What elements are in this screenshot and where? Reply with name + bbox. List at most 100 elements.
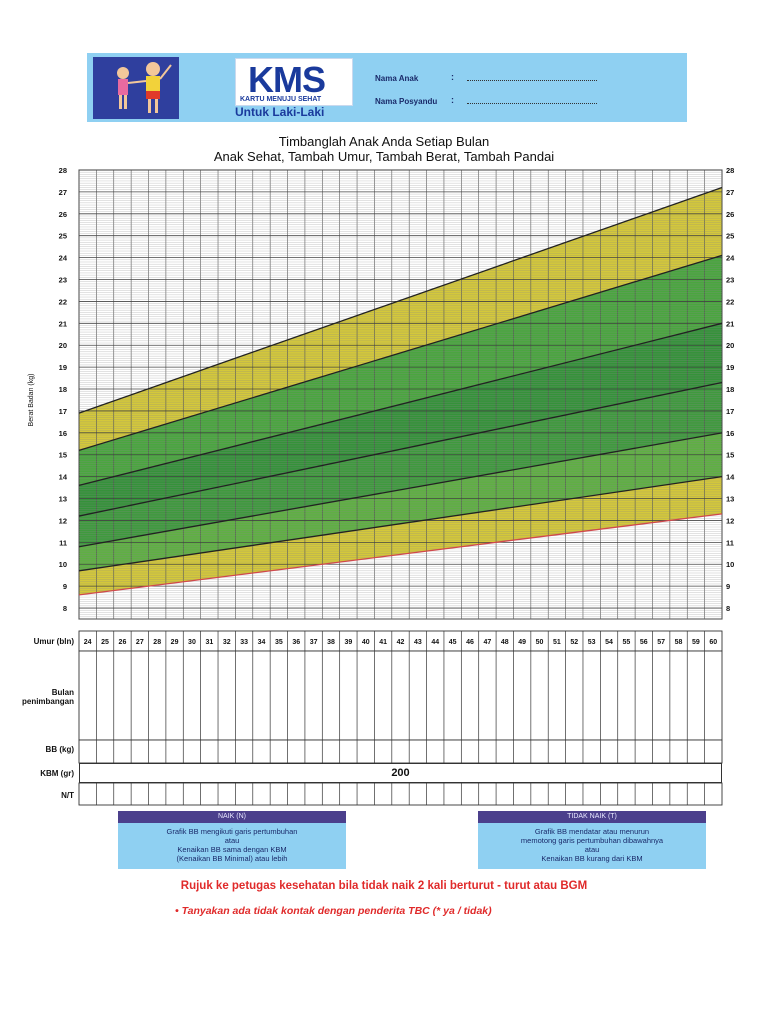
x-tick-label: 60 [709, 639, 717, 646]
y-tick-left: 9 [63, 582, 67, 591]
table-row-4 [78, 782, 723, 806]
y-tick-left: 21 [59, 319, 67, 328]
y-tick-left: 12 [59, 516, 67, 525]
x-tick-label: 29 [171, 639, 179, 646]
child-name-field[interactable] [467, 80, 597, 81]
posyandu-name-field[interactable] [467, 103, 597, 104]
x-tick-label: 46 [466, 639, 474, 646]
chart-title: Timbanglah Anak Anda Setiap Bulan [278, 134, 490, 149]
x-tick-label: 45 [449, 639, 457, 646]
y-axis-label: Berat Badan (kg) [28, 374, 35, 427]
growth-line-3 [78, 432, 723, 548]
posyandu-name-colon: : [451, 95, 454, 105]
y-tick-right: 18 [726, 385, 734, 394]
x-tick-label: 47 [483, 639, 491, 646]
kbm-row-label: KBM (gr) [40, 769, 74, 778]
gender-label: Untuk Laki-Laki [235, 105, 325, 119]
x-tick-label: 53 [588, 639, 596, 646]
y-tick-left: 11 [59, 538, 67, 547]
x-tick-label: 55 [623, 639, 631, 646]
x-tick-label: 28 [153, 639, 161, 646]
bb-row-label: BB (kg) [45, 745, 74, 754]
growth-band-3 [79, 382, 722, 547]
y-tick-right: 15 [726, 451, 734, 460]
legend-naik-line4: (Kenaikan BB Minimal) atau lebih [176, 854, 288, 863]
y-tick-right: 9 [726, 582, 730, 591]
children-illustration [93, 57, 179, 119]
x-tick-label: 24 [84, 639, 92, 646]
x-tick-label: 36 [292, 639, 300, 646]
legend-tidak-naik-line2: memotong garis pertumbuhan dibawahnya [520, 836, 664, 845]
y-tick-right: 8 [726, 604, 730, 613]
y-tick-left: 26 [59, 210, 67, 219]
growth-line-1 [78, 513, 723, 596]
x-tick-label: 56 [640, 639, 648, 646]
x-tick-label: 42 [397, 639, 405, 646]
growth-band-5 [79, 255, 722, 486]
x-tick-label: 27 [136, 639, 144, 646]
x-tick-label: 37 [310, 639, 318, 646]
legend-naik-line2: atau [224, 836, 240, 845]
growth-line-7 [78, 186, 723, 414]
legend-naik-title: NAIK (N) [118, 811, 346, 823]
legend-naik: NAIK (N) Grafik BB mengikuti garis pertu… [118, 811, 346, 869]
chart-subtitle: Anak Sehat, Tambah Umur, Tambah Berat, T… [213, 149, 555, 164]
x-tick-label: 30 [188, 639, 196, 646]
y-tick-left: 15 [59, 451, 67, 460]
y-tick-left: 17 [59, 407, 67, 416]
legend-naik-line3: Kenaikan BB sama dengan KBM [177, 845, 287, 854]
kbm-value: 200 [391, 767, 410, 779]
x-tick-label: 40 [362, 639, 370, 646]
y-tick-right: 22 [726, 297, 734, 306]
y-tick-left: 13 [59, 495, 67, 504]
x-tick-label: 49 [518, 639, 526, 646]
y-tick-left: 20 [59, 341, 67, 350]
x-tick-label: 32 [223, 639, 231, 646]
legend-tidak-naik: TIDAK NAIK (T) Grafik BB mendatar atau m… [478, 811, 706, 869]
x-tick-label: 58 [675, 639, 683, 646]
growth-band-2 [79, 432, 722, 571]
y-tick-left: 22 [59, 297, 67, 306]
chart-grid [78, 169, 723, 620]
x-axis-ticks: 24 25 26 27 28 29 30 31 32 33 34 35 36 37 38 39 40 41 42 43… [78, 630, 723, 806]
age-row-label: Umur (bln) [33, 637, 74, 646]
tbc-question: • Tanyakan ada tidak kontak dengan pende… [175, 905, 492, 917]
y-tick-left: 16 [59, 429, 67, 438]
y-tick-right: 20 [726, 341, 734, 350]
y-tick-right: 28 [726, 166, 734, 175]
kbm-row: 200 [79, 763, 722, 783]
y-tick-right: 27 [726, 188, 734, 197]
x-tick-label: 51 [553, 639, 561, 646]
y-tick-left: 28 [59, 166, 67, 175]
x-tick-label: 34 [258, 639, 266, 646]
x-tick-label: 39 [344, 639, 352, 646]
y-tick-left: 19 [59, 363, 67, 372]
legend-tidak-naik-line3: atau [584, 845, 600, 854]
y-tick-right: 19 [726, 363, 734, 372]
table-row-2 [78, 650, 723, 741]
x-tick-label: 48 [501, 639, 509, 646]
x-tick-label: 43 [414, 639, 422, 646]
posyandu-name-label: Nama Posyandu [375, 97, 438, 106]
y-tick-left: 14 [59, 473, 68, 482]
growth-line-2 [78, 475, 723, 572]
x-tick-label: 44 [431, 639, 439, 646]
growth-line-5 [78, 322, 723, 487]
y-tick-right: 25 [726, 232, 734, 241]
kms-header: KMS KARTU MENUJU SEHAT Untuk Laki-Laki N… [87, 53, 687, 122]
kms-logo-box: KMS KARTU MENUJU SEHAT [235, 58, 353, 106]
y-tick-right: 13 [726, 495, 734, 504]
y-tick-left: 24 [59, 254, 68, 263]
x-tick-label: 35 [275, 639, 283, 646]
y-tick-right: 16 [726, 429, 734, 438]
y-tick-right: 10 [726, 560, 734, 569]
y-tick-left: 8 [63, 604, 67, 613]
x-tick-label: 50 [536, 639, 544, 646]
x-tick-label: 57 [657, 639, 665, 646]
legend-tidak-naik-line1: Grafik BB mendatar atau menurun [534, 827, 650, 836]
x-tick-label: 41 [379, 639, 387, 646]
x-tick-label: 25 [101, 639, 109, 646]
y-tick-right: 21 [726, 319, 734, 328]
nt-row-label: N/T [61, 791, 74, 800]
